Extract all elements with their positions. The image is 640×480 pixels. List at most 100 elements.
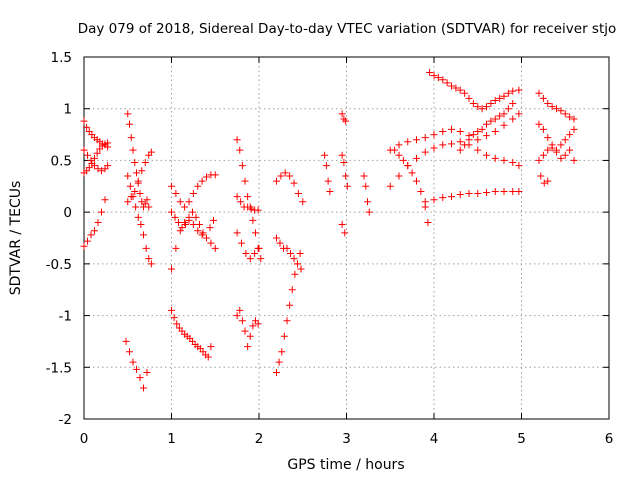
y-tick-label: -2 — [59, 412, 72, 428]
x-tick-labels: 0 1 2 3 4 5 6 — [80, 431, 614, 447]
data-point — [509, 187, 517, 195]
data-point — [242, 250, 250, 258]
data-point — [500, 121, 508, 129]
data-point — [83, 123, 91, 131]
data-point — [326, 187, 334, 195]
data-point — [80, 146, 88, 154]
data-point — [203, 234, 210, 242]
data-point — [138, 167, 146, 175]
data-point — [439, 76, 447, 84]
data-point — [168, 306, 175, 314]
series-R — [273, 234, 305, 273]
data-point — [233, 193, 241, 201]
data-point — [535, 156, 543, 164]
data-point — [509, 158, 517, 166]
data-point — [386, 182, 394, 190]
data-point — [185, 213, 193, 221]
data-point — [474, 190, 482, 198]
data-point — [233, 136, 241, 144]
data-point — [147, 260, 155, 268]
chart-title: Day 079 of 2018, Sidereal Day-to-day VTE… — [78, 21, 617, 37]
data-point — [276, 239, 284, 247]
data-point — [465, 136, 473, 144]
data-point — [173, 320, 181, 328]
data-point — [172, 244, 180, 252]
y-axis-label: SDTVAR / TECUs — [8, 181, 24, 296]
data-point — [483, 151, 490, 159]
data-point — [131, 158, 139, 166]
data-point — [539, 151, 547, 159]
series-A — [80, 117, 112, 151]
y-tick-label: 0 — [63, 205, 72, 221]
data-point — [170, 314, 178, 322]
data-point — [182, 221, 189, 229]
series-G — [124, 148, 155, 206]
data-point — [456, 86, 464, 94]
data-point — [236, 306, 244, 314]
data-point — [254, 206, 262, 214]
data-point — [465, 190, 473, 198]
series-L — [168, 208, 217, 242]
data-point — [237, 198, 245, 206]
y-tick-label: -0.5 — [46, 257, 72, 273]
data-point — [287, 250, 294, 258]
data-point — [413, 177, 420, 185]
data-point — [211, 244, 219, 252]
data-point — [175, 218, 182, 226]
data-point — [391, 146, 399, 154]
data-point — [124, 110, 132, 118]
data-point — [194, 182, 202, 190]
data-point — [439, 127, 447, 135]
axis-ticks — [83, 56, 610, 420]
x-tick-label: 4 — [430, 431, 439, 447]
x-tick-label: 0 — [80, 431, 89, 447]
data-point — [207, 239, 215, 247]
data-point — [236, 146, 244, 154]
series-AH — [537, 172, 552, 187]
series-F — [124, 172, 155, 268]
series-E — [124, 110, 153, 211]
y-tick-label: 0.5 — [51, 153, 72, 169]
data-point — [465, 94, 473, 102]
data-point — [338, 151, 346, 159]
data-point — [127, 134, 135, 142]
data-point — [404, 138, 412, 146]
data-point — [273, 234, 280, 242]
series-J — [168, 171, 219, 211]
x-tick-label: 1 — [167, 431, 176, 447]
data-point — [553, 105, 560, 113]
data-point — [142, 244, 150, 252]
data-point — [487, 100, 495, 108]
data-point — [101, 196, 109, 204]
x-tick-label: 5 — [517, 431, 526, 447]
data-point — [544, 100, 552, 108]
data-point — [290, 255, 298, 263]
data-point — [84, 151, 91, 159]
data-point — [126, 348, 133, 356]
series-AG — [535, 144, 578, 164]
data-point — [168, 182, 175, 190]
data-point — [483, 103, 490, 111]
data-point — [439, 194, 447, 202]
data-point — [566, 131, 574, 139]
series-P — [233, 229, 263, 263]
data-point — [439, 141, 447, 149]
data-point — [176, 198, 184, 206]
data-point — [553, 148, 560, 156]
data-point — [421, 148, 429, 156]
data-point — [395, 141, 403, 149]
data-point — [168, 208, 175, 216]
data-point — [281, 169, 289, 177]
x-tick-label: 3 — [342, 431, 351, 447]
data-point — [491, 154, 499, 162]
data-point — [233, 229, 241, 237]
data-point — [448, 193, 455, 201]
data-point — [203, 173, 210, 181]
data-point — [417, 187, 425, 195]
x-tick-label: 6 — [605, 431, 614, 447]
data-point — [500, 187, 508, 195]
data-point — [399, 156, 407, 164]
data-point — [561, 110, 569, 118]
data-point — [134, 177, 142, 185]
